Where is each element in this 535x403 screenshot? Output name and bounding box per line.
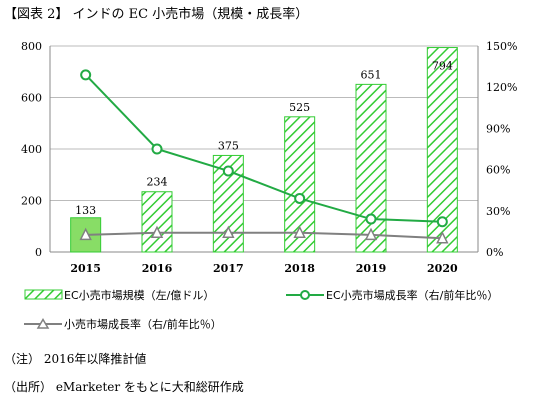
y-left-tick-label: 400 xyxy=(21,143,42,156)
series-line xyxy=(85,231,443,240)
y-left-tick-label: 200 xyxy=(21,195,42,208)
line-point xyxy=(150,225,164,239)
x-tick-label: 2016 xyxy=(142,262,173,275)
y-right-tick-label: 60% xyxy=(486,164,510,177)
bar xyxy=(141,191,173,253)
line-point xyxy=(151,143,163,155)
line-point xyxy=(436,216,448,228)
bar-data-label: 651 xyxy=(361,68,382,81)
footnote-source: （出所） eMarketer をもとに大和総研作成 xyxy=(4,380,244,394)
bar-data-label: 375 xyxy=(218,139,239,152)
line-point xyxy=(79,227,92,241)
bar-data-label: 794 xyxy=(432,60,453,73)
chart-title: 【図表 2】 インドの EC 小売市場（規模・成長率） xyxy=(4,7,309,22)
line-point xyxy=(293,225,306,239)
x-tick-label: 2020 xyxy=(427,262,458,275)
y-left-tick-label: 600 xyxy=(21,92,42,105)
line-point xyxy=(436,231,449,244)
x-tick-label: 2018 xyxy=(284,262,315,275)
x-tick-label: 2017 xyxy=(213,262,244,275)
y-left-tick-label: 0 xyxy=(35,246,42,259)
bar-data-label: 234 xyxy=(147,176,168,189)
x-tick-label: 2019 xyxy=(356,262,387,275)
line-point xyxy=(364,227,378,241)
line-point xyxy=(294,192,306,204)
line-point xyxy=(80,69,92,81)
line-point xyxy=(222,225,235,239)
y-right-tick-label: 120% xyxy=(486,81,517,94)
bar-data-label: 525 xyxy=(289,101,310,114)
y-right-tick-label: 90% xyxy=(486,122,510,135)
bar-data-label: 133 xyxy=(75,204,96,217)
y-right-tick-label: 30% xyxy=(486,205,510,218)
y-right-tick-label: 0% xyxy=(486,246,503,259)
x-tick-label: 2015 xyxy=(70,262,101,275)
y-right-tick-label: 150% xyxy=(486,40,517,53)
line-point xyxy=(365,213,377,225)
line-point xyxy=(222,165,234,177)
series-line xyxy=(84,74,443,223)
bar xyxy=(355,83,387,253)
footnote-note: （注） 2016年以降推計値 xyxy=(4,352,147,366)
y-left-tick-label: 800 xyxy=(21,40,42,53)
